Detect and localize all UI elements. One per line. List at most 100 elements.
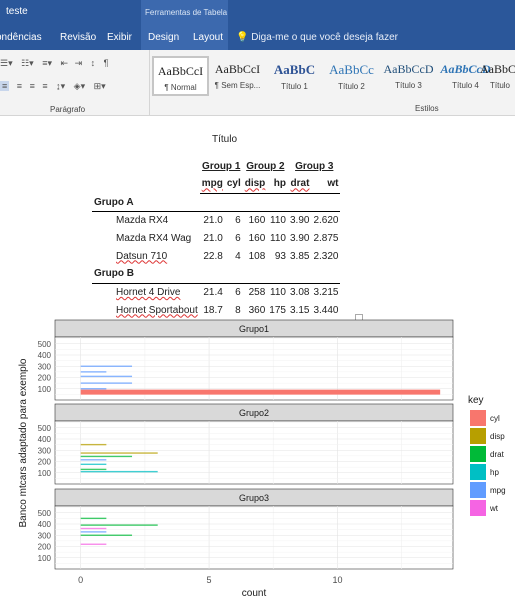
line-spacing-icon[interactable]: ↨▾ — [56, 81, 65, 91]
paragraph-group: ☰▾ ☷▾ ≡▾ ⇤ ⇥ ↕ ¶ ≡ ≡ ≡ ≡ ↨▾ ◈▾ ⊞▾ Parágr… — [0, 50, 150, 116]
decrease-indent-icon[interactable]: ⇤ — [61, 58, 69, 68]
legend-key-hp — [470, 464, 486, 480]
legend-key-drat — [470, 446, 486, 462]
y-tick-label: 400 — [38, 435, 52, 444]
tab-correspondencias[interactable]: ondências — [0, 32, 42, 43]
y-tick-label: 300 — [38, 362, 52, 371]
style-name: Título 1 — [266, 82, 323, 91]
tab-revisao[interactable]: Revisão — [60, 32, 96, 43]
faceted-bar-chart[interactable]: Grupo1100200300400500Grupo21002003004005… — [0, 117, 515, 600]
legend-label-hp: hp — [490, 468, 499, 477]
style-name: Título 2 — [323, 82, 380, 91]
align-right-icon[interactable]: ≡ — [30, 81, 35, 91]
multilevel-list-icon[interactable]: ≡▾ — [42, 58, 52, 68]
bar-hp — [81, 464, 107, 465]
style-preview: AaBbCcI — [154, 58, 207, 79]
bar-wt — [81, 528, 107, 529]
justify-icon[interactable]: ≡ — [42, 81, 47, 91]
bullets-icon[interactable]: ☰▾ — [0, 58, 13, 68]
tab-layout[interactable]: Layout — [193, 32, 223, 43]
legend-label-cyl: cyl — [490, 414, 500, 423]
style-preview: AaBbCcI — [209, 56, 266, 77]
style-preview: AaBbC — [266, 56, 323, 78]
style-name: Título 3 — [380, 81, 437, 90]
bar-disp — [81, 452, 158, 453]
facet-strip-label: Grupo2 — [239, 408, 269, 418]
title-bar: teste Ferramentas de Tabela — [0, 0, 515, 26]
y-tick-label: 400 — [38, 520, 52, 529]
style-preview: AaBbCc — [323, 56, 380, 78]
y-tick-label: 500 — [38, 424, 52, 433]
numbering-icon[interactable]: ☷▾ — [21, 58, 34, 68]
tell-me-text: Diga-me o que você deseja fazer — [251, 32, 398, 43]
style-name: Título — [480, 81, 515, 90]
bar-drat — [81, 518, 107, 519]
style-heading-3[interactable]: AaBbCcD Título 3 — [380, 56, 437, 96]
legend-key-wt — [470, 500, 486, 516]
y-tick-label: 100 — [38, 554, 52, 563]
legend-label-drat: drat — [490, 450, 505, 459]
context-tab-group-label: Ferramentas de Tabela — [145, 8, 227, 17]
context-tab-group: Ferramentas de Tabela — [141, 0, 228, 26]
tab-exibir[interactable]: Exibir — [107, 32, 132, 43]
y-tick-label: 100 — [38, 469, 52, 478]
bar-drat — [81, 469, 107, 470]
align-center-icon[interactable]: ≡ — [17, 81, 22, 91]
bar-wt — [81, 544, 107, 545]
bar-mpg — [81, 382, 132, 383]
tab-design[interactable]: Design — [148, 32, 179, 43]
bar-drat — [81, 535, 132, 536]
shading-icon[interactable]: ◈▾ — [74, 81, 85, 91]
bar-mpg — [81, 371, 107, 372]
facet-strip-label: Grupo3 — [239, 493, 269, 503]
ribbon-tabs: ondências Revisão Exibir Design Layout 💡… — [0, 26, 515, 50]
style-name: ¶ Normal — [154, 83, 207, 92]
align-left-icon[interactable]: ≡ — [0, 81, 9, 91]
styles-gallery: AaBbCcI ¶ Normal AaBbCcI ¶ Sem Esp... Aa… — [152, 56, 515, 96]
style-title[interactable]: AaBbCc Título — [480, 56, 515, 96]
style-preview: AaBbCc — [480, 56, 515, 77]
pilcrow-icon[interactable]: ¶ — [104, 58, 109, 68]
y-tick-label: 300 — [38, 446, 52, 455]
document-page[interactable]: Título Group 1 Group 2 Group 3 mpg cyl d… — [0, 117, 515, 600]
paragraph-label: Parágrafo — [50, 105, 85, 114]
bar-mpg — [81, 366, 132, 367]
y-axis-label: Banco mtcars adaptado para exemplo — [18, 358, 29, 527]
legend-key-cyl — [470, 410, 486, 426]
bar-mpg — [81, 388, 107, 389]
increase-indent-icon[interactable]: ⇥ — [75, 58, 83, 68]
paragraph-row-1: ☰▾ ☷▾ ≡▾ ⇤ ⇥ ↕ ¶ — [0, 58, 109, 72]
y-tick-label: 200 — [38, 374, 52, 383]
style-normal[interactable]: AaBbCcI ¶ Normal — [152, 56, 209, 96]
y-tick-label: 500 — [38, 509, 52, 518]
y-tick-label: 200 — [38, 458, 52, 467]
x-axis-label: count — [242, 588, 267, 599]
style-heading-1[interactable]: AaBbC Título 1 — [266, 56, 323, 96]
document-title: teste — [6, 6, 28, 17]
bar-cyl — [81, 390, 440, 395]
y-tick-label: 200 — [38, 543, 52, 552]
bar-hp — [81, 471, 158, 472]
legend-label-mpg: mpg — [490, 486, 506, 495]
x-tick-label: 5 — [207, 575, 212, 585]
borders-icon[interactable]: ⊞▾ — [94, 81, 106, 91]
y-tick-label: 500 — [38, 340, 52, 349]
y-tick-label: 100 — [38, 385, 52, 394]
legend-title: key — [468, 395, 484, 406]
ribbon: ☰▾ ☷▾ ≡▾ ⇤ ⇥ ↕ ¶ ≡ ≡ ≡ ≡ ↨▾ ◈▾ ⊞▾ Parágr… — [0, 50, 515, 116]
legend-label-wt: wt — [489, 504, 499, 513]
bar-drat — [81, 456, 132, 457]
sort-icon[interactable]: ↕ — [91, 58, 96, 68]
y-tick-label: 300 — [38, 531, 52, 540]
facet-panel — [55, 506, 453, 569]
bar-mpg — [81, 531, 107, 532]
style-heading-2[interactable]: AaBbCc Título 2 — [323, 56, 380, 96]
tell-me-box[interactable]: 💡 Diga-me o que você deseja fazer — [236, 32, 398, 43]
legend-key-mpg — [470, 482, 486, 498]
bar-mpg — [81, 376, 132, 377]
style-name: ¶ Sem Esp... — [209, 81, 266, 90]
legend-key-disp — [470, 428, 486, 444]
styles-label: Estilos — [415, 104, 439, 113]
style-no-spacing[interactable]: AaBbCcI ¶ Sem Esp... — [209, 56, 266, 96]
bar-drat — [81, 524, 158, 525]
